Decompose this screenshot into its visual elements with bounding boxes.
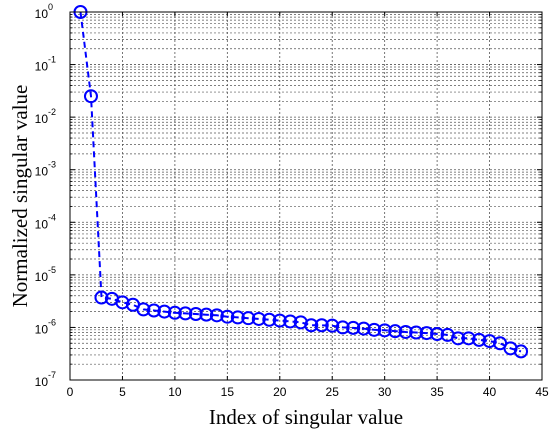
- data-point: [167, 305, 182, 320]
- y-tick-label: 10: [35, 322, 49, 336]
- data-point: [178, 306, 193, 321]
- y-tick-label: 10: [35, 60, 49, 74]
- data-point: [367, 322, 382, 337]
- y-tick-label-exponent: -2: [48, 107, 56, 117]
- data-point: [388, 324, 403, 339]
- x-tick-label: 40: [483, 385, 497, 399]
- y-tick-label-base: 10: [35, 270, 49, 284]
- data-point: [157, 304, 172, 319]
- plot-area: [73, 5, 529, 359]
- data-point: [461, 331, 476, 346]
- x-tick-label: 10: [168, 385, 182, 399]
- y-tick-label-exponent: -3: [48, 160, 56, 170]
- y-tick-label-base: 10: [35, 165, 49, 179]
- data-point: [335, 320, 350, 335]
- y-axis-label: Normalized singular value: [8, 85, 32, 308]
- data-point: [146, 303, 161, 318]
- data-point: [220, 309, 235, 324]
- data-point: [199, 307, 214, 322]
- y-tick-label-exponent: -7: [48, 370, 56, 380]
- y-tick-label-exponent: -4: [48, 212, 56, 222]
- y-tick-label-base: 10: [35, 112, 49, 126]
- x-tick-label: 0: [67, 385, 74, 399]
- y-tick-label-exponent: -5: [48, 265, 56, 275]
- x-tick-label: 35: [430, 385, 444, 399]
- data-point: [241, 311, 256, 326]
- x-tick-label: 15: [221, 385, 235, 399]
- data-point: [251, 311, 266, 326]
- data-point: [325, 318, 340, 333]
- data-point: [430, 326, 445, 341]
- y-tick-label: 10: [35, 112, 49, 126]
- grid: [70, 12, 542, 380]
- y-tick-label-base: 10: [35, 375, 49, 389]
- data-point: [514, 344, 529, 359]
- y-tick-label: 10: [35, 217, 49, 231]
- x-tick-label: 45: [535, 385, 549, 399]
- data-point: [472, 332, 487, 347]
- x-axis-label: Index of singular value: [209, 405, 403, 429]
- data-point: [272, 313, 287, 328]
- series-line: [79, 11, 522, 353]
- data-point: [188, 307, 203, 322]
- data-point: [94, 290, 109, 305]
- x-tick-label: 30: [378, 385, 392, 399]
- y-tick-label: 10: [35, 165, 49, 179]
- data-point: [398, 324, 413, 339]
- y-tick-label-exponent: -6: [48, 317, 56, 327]
- data-point: [304, 318, 319, 333]
- data-point: [230, 310, 245, 325]
- data-point: [346, 320, 361, 335]
- data-point: [262, 312, 277, 327]
- y-tick-label-base: 10: [35, 7, 49, 21]
- y-tick-label-base: 10: [35, 60, 49, 74]
- data-point: [482, 334, 497, 349]
- data-point: [409, 325, 424, 340]
- data-point: [283, 314, 298, 329]
- data-point: [83, 89, 98, 104]
- data-point: [314, 318, 329, 333]
- data-point: [377, 323, 392, 338]
- data-point: [451, 331, 466, 346]
- x-tick-label: 25: [326, 385, 340, 399]
- data-point: [419, 326, 434, 341]
- y-tick-label-exponent: -1: [48, 55, 56, 65]
- data-point: [209, 308, 224, 323]
- y-tick-label-base: 10: [35, 322, 49, 336]
- data-point: [356, 321, 371, 336]
- y-tick-label-base: 10: [35, 217, 49, 231]
- axes-frame: [69, 11, 543, 381]
- x-tick-label: 20: [273, 385, 287, 399]
- data-point: [136, 302, 151, 317]
- y-tick-label-exponent: 0: [48, 2, 53, 12]
- y-tick-label: 10: [35, 270, 49, 284]
- y-tick-label: 10: [35, 7, 49, 21]
- x-tick-label: 5: [119, 385, 126, 399]
- y-tick-label: 10: [35, 375, 49, 389]
- ticks: 0 5 10 15 20 25 30 35 40 4510-710-610-510-410-310…: [35, 2, 549, 399]
